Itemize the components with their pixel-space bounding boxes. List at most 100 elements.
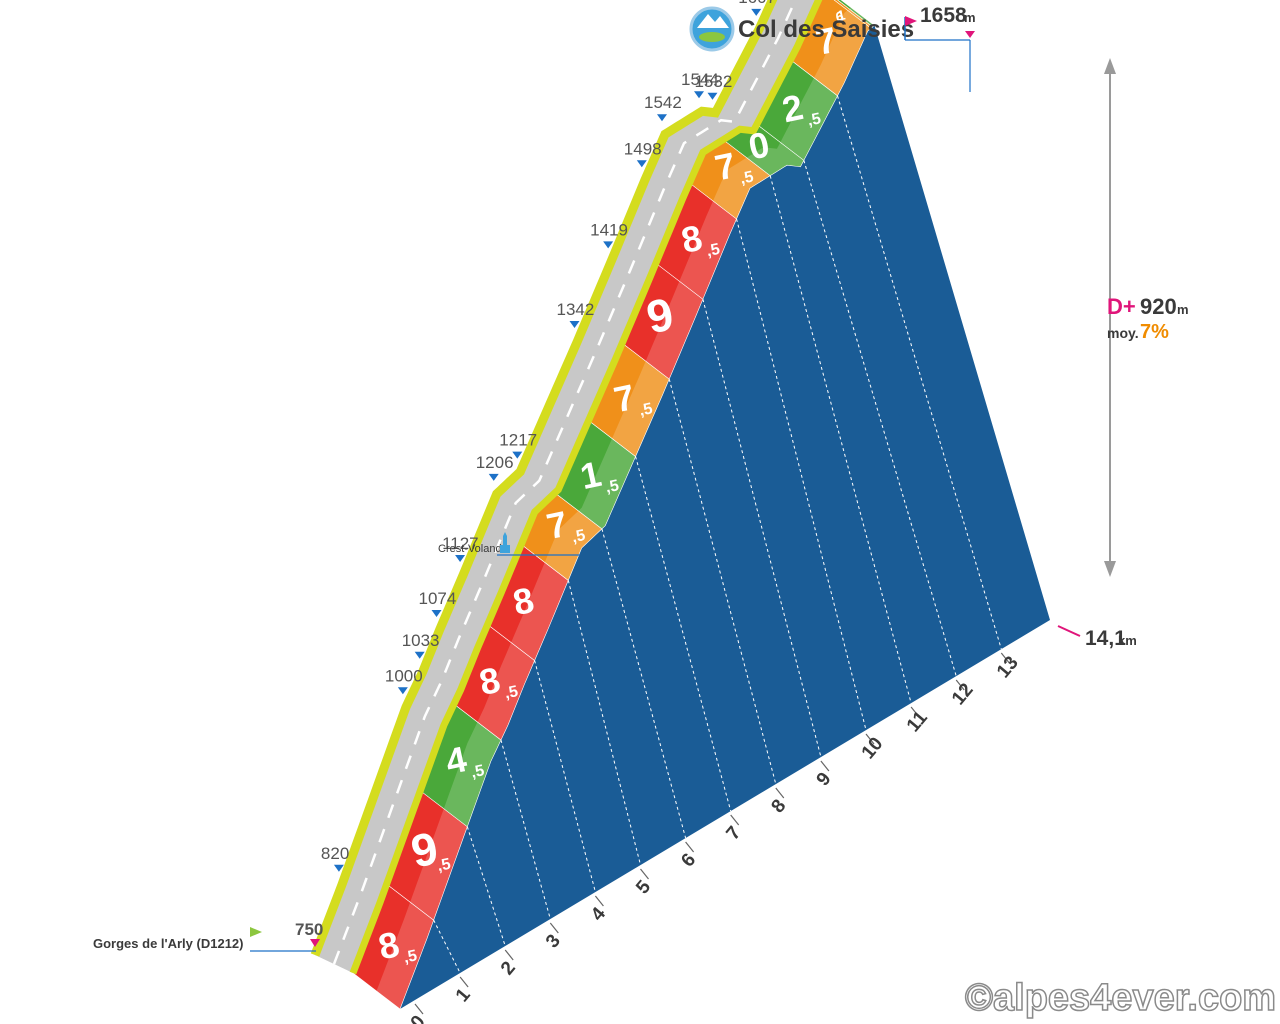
altitude-marker-icon xyxy=(431,610,442,618)
gradient-segment-shade-5 xyxy=(544,510,602,581)
altitude-label: 1542 xyxy=(644,93,682,112)
road-edge-upper xyxy=(310,0,778,957)
x-tick-mark xyxy=(730,814,740,826)
altitude-marker-icon xyxy=(414,651,425,659)
gradient-segment-shade-8 xyxy=(645,281,703,380)
altitude-label: 1206 xyxy=(476,453,514,472)
km-guide-line xyxy=(837,95,1002,650)
gradient-segment-shade-12 xyxy=(780,77,838,161)
x-tick-label: 3 xyxy=(542,931,565,953)
x-tick-mark xyxy=(504,949,514,961)
altitude-marker-icon xyxy=(488,473,499,481)
dplus-value: 920 xyxy=(1140,294,1177,319)
gradient-band xyxy=(352,0,875,1010)
gradient-decimal: ,5 xyxy=(402,947,419,966)
start-altitude-marker-icon xyxy=(310,939,320,947)
distance-unit: km xyxy=(1118,633,1137,648)
x-tick-label: 5 xyxy=(632,876,655,898)
gradient-decimal: ,5 xyxy=(469,762,486,781)
summit-altitude: 1658 xyxy=(920,4,967,27)
altitude-marker-icon xyxy=(694,91,705,99)
x-tick-mark xyxy=(775,787,785,799)
km-guide-line xyxy=(736,218,867,731)
x-tick-label: 4 xyxy=(587,903,610,925)
wall-area xyxy=(400,25,1050,1010)
gradient-value: 6 xyxy=(834,8,845,25)
altitude-marker-icon xyxy=(333,864,344,872)
altitude-marker-icon xyxy=(636,160,647,168)
waypoint-name: Crest-Voland xyxy=(438,543,502,555)
elevation-gain-arrow xyxy=(1104,58,1116,577)
x-tick-mark xyxy=(594,895,604,907)
x-tick-label: 13 xyxy=(993,653,1023,683)
gradient-decimal: ,5 xyxy=(570,527,587,546)
mountain-logo-icon xyxy=(689,6,735,52)
x-tick-mark xyxy=(414,1003,424,1015)
altitude-markers: 820 1000 1033 1074 1127 1206 1217 1342 1419 1498 1… xyxy=(295,0,776,947)
altitude-label: 1074 xyxy=(419,589,457,608)
x-tick-label: 10 xyxy=(858,734,888,764)
gradient-decimal: ,5 xyxy=(503,683,520,702)
total-distance: 14,1 km xyxy=(1057,625,1137,650)
km-guide-line xyxy=(635,456,732,812)
x-tick-mark xyxy=(1000,652,1010,664)
km-guide-line xyxy=(500,739,551,920)
gradient-segment-shade-7 xyxy=(612,361,670,457)
altitude-label: 1127 xyxy=(442,534,479,553)
avg-value: 7% xyxy=(1140,321,1169,343)
x-tick-label: 1 xyxy=(452,984,475,1006)
altitude-marker-icon xyxy=(656,114,667,122)
gradient-segment-shade-13 xyxy=(813,10,872,96)
km-guide-line xyxy=(567,580,641,866)
church-icon xyxy=(500,532,510,553)
km-guide-line xyxy=(433,919,461,974)
gradient-segment-shade-15 xyxy=(849,7,875,27)
gradient-segment-shade-0 xyxy=(376,902,434,1009)
road-center-line xyxy=(332,0,797,965)
road-edge-lower xyxy=(349,0,823,975)
x-tick-label: 7 xyxy=(722,823,745,845)
x-tick-mark xyxy=(549,922,559,934)
x-tick-mark xyxy=(865,733,875,745)
x-tick-label: 12 xyxy=(948,680,978,710)
gradient-segment-shade-1 xyxy=(410,808,468,921)
watermark: ©alpes4ever.com xyxy=(965,977,1276,1019)
summit-header: Col des Saisies 1658 m xyxy=(689,4,976,92)
x-tick-mark xyxy=(640,868,649,880)
gradient-decimal: ,5 xyxy=(604,477,621,496)
road-strip xyxy=(310,0,823,975)
x-tick-label: 0 xyxy=(407,1012,430,1024)
altitude-marker-icon xyxy=(603,241,614,249)
altitude-label: 1342 xyxy=(556,300,594,319)
x-tick-mark xyxy=(955,679,965,691)
km-guide-line xyxy=(601,528,687,839)
gradient-decimal: ,5 xyxy=(806,110,823,129)
x-tick-mark xyxy=(459,976,469,988)
altitude-label: 1544 xyxy=(681,70,719,89)
dplus-label: D+ xyxy=(1107,294,1136,319)
gradient-segment-shade-11 xyxy=(746,142,804,176)
altitude-label: 1000 xyxy=(385,666,423,685)
x-tick-mark xyxy=(820,760,830,772)
km-guide-line xyxy=(769,175,912,704)
avg-label: moy. xyxy=(1107,325,1139,341)
altitude-marker-icon xyxy=(512,451,523,459)
gradient-decimal: ,5 xyxy=(705,241,722,260)
gradient-segment-shade-9 xyxy=(679,200,737,300)
dplus-unit: m xyxy=(1177,302,1189,317)
gradient-decimal: ,5 xyxy=(436,856,453,875)
altitude-label: 1419 xyxy=(590,220,628,239)
summit-altitude-unit: m xyxy=(964,10,976,25)
gradient-segment-shade-14 xyxy=(847,8,873,29)
gradient-decimal: ,5 xyxy=(739,168,756,187)
km-guide-line xyxy=(668,378,777,785)
start-name: Gorges de l'Arly (D1212) xyxy=(93,936,243,951)
altitude-label: 1217 xyxy=(499,431,537,450)
distance-value: 14,1 xyxy=(1085,627,1126,650)
x-tick-label: 6 xyxy=(677,850,700,872)
altitude-marker-icon xyxy=(751,8,762,16)
altitude-label: 1532 xyxy=(694,72,732,91)
start-label: Gorges de l'Arly (D1212) xyxy=(93,927,316,952)
altitude-label: 820 xyxy=(321,844,349,863)
